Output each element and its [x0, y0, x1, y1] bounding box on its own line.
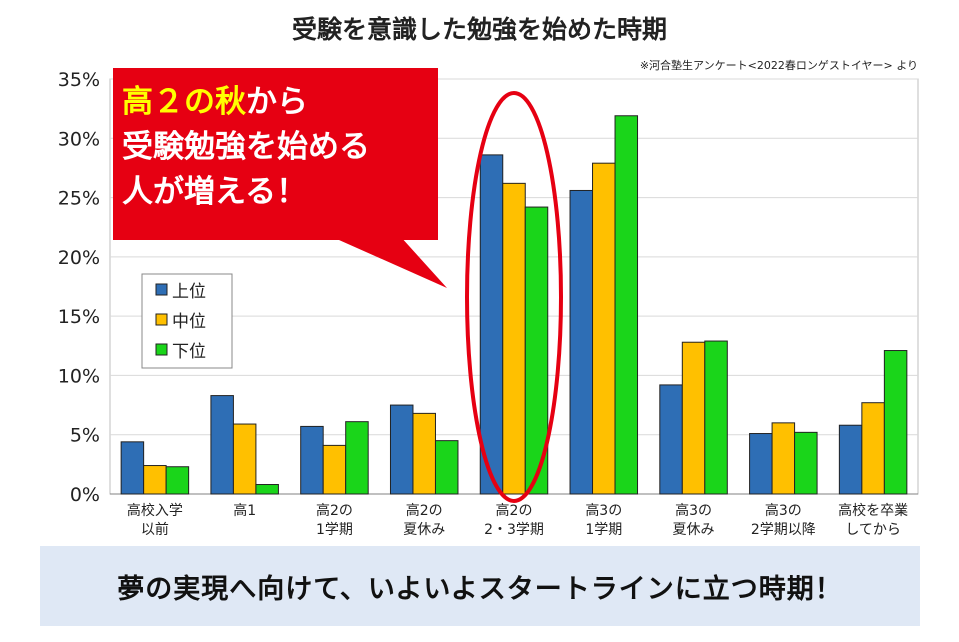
legend-label: 上位: [172, 282, 206, 302]
chart-title: 受験を意識した勉強を始めた時期: [291, 15, 667, 44]
bar: [412, 412, 436, 495]
x-tick-label: 2・3学期: [484, 522, 544, 538]
x-tick-label: 高3の: [675, 502, 712, 519]
bar: [524, 206, 549, 495]
callout-line-3: 人が増える！: [122, 174, 307, 210]
bar: [165, 466, 190, 495]
x-tick-label: 高3の: [585, 502, 622, 519]
bar: [389, 404, 414, 495]
x-tick-label: 高校入学: [127, 502, 183, 519]
bar: [883, 350, 908, 495]
callout-box: 高２の秋から 受験勉強を始める 人が増える！: [113, 68, 447, 288]
callout-line-1: 高２の秋から: [122, 84, 308, 120]
bar: [749, 433, 773, 495]
legend-label: 中位: [172, 312, 206, 332]
bar: [255, 484, 279, 495]
x-tick-label: 夏休み: [403, 522, 445, 538]
bar: [300, 425, 324, 495]
bar: [794, 431, 818, 495]
legend-swatch: [155, 283, 168, 296]
bar: [232, 423, 257, 495]
source-note: ※河合塾生アンケート<2022春ロンゲストイヤー> より: [640, 58, 918, 72]
x-tick-label: 高2の: [406, 502, 443, 519]
bar: [502, 182, 526, 495]
x-tick-label: 1学期: [316, 522, 353, 538]
x-tick-label: 高2の: [496, 502, 533, 519]
highlight-ellipse: [465, 91, 563, 503]
callout-rect: [113, 68, 438, 240]
bar: [704, 340, 728, 495]
y-tick-label: 30%: [58, 128, 100, 150]
y-tick-label: 25%: [58, 188, 100, 210]
bar: [210, 395, 234, 495]
legend-swatch: [155, 313, 168, 326]
bar: [345, 421, 369, 495]
x-tick-label: 1学期: [585, 522, 622, 538]
callout-highlight: 高２の秋: [122, 84, 246, 120]
y-tick-label: 5%: [70, 425, 100, 447]
x-tick-label: 以前: [141, 521, 169, 538]
bar: [838, 424, 863, 495]
bar: [120, 441, 145, 495]
x-tick-label: してから: [845, 522, 901, 538]
bar: [143, 465, 167, 495]
y-tick-label: 15%: [58, 306, 100, 328]
bar: [322, 444, 347, 495]
legend-label: 下位: [172, 342, 206, 362]
bar: [569, 189, 594, 495]
banner-text: 夢の実現へ向けて、いよいよスタートラインに立つ時期！: [117, 573, 843, 605]
x-tick-label: 高2の: [316, 502, 353, 519]
x-tick-label: 高1: [233, 502, 256, 519]
bar: [861, 402, 885, 495]
bar: [659, 384, 683, 495]
y-tick-label: 35%: [58, 69, 100, 91]
legend-swatch: [155, 343, 168, 356]
x-tick-label: 2学期以降: [751, 522, 816, 538]
bars: [120, 115, 908, 495]
bar: [681, 341, 706, 495]
y-tick-label: 0%: [70, 484, 100, 506]
y-tick-labels: 0% 5% 10% 15% 20% 25% 30% 35%: [58, 69, 100, 506]
bar: [592, 162, 616, 495]
y-tick-label: 20%: [58, 247, 100, 269]
x-tick-label: 夏休み: [673, 522, 715, 538]
bottom-banner: 夢の実現へ向けて、いよいよスタートラインに立つ時期！: [40, 546, 920, 626]
callout-line-2: 受験勉強を始める: [122, 129, 370, 165]
bar: [614, 115, 639, 495]
bar: [434, 440, 459, 495]
bar: [771, 422, 796, 495]
bar: [479, 154, 504, 495]
callout-pointer: [330, 236, 447, 288]
x-tick-label: 高3の: [765, 502, 802, 519]
y-tick-label: 10%: [58, 365, 100, 387]
callout-line-1-rest: から: [246, 84, 308, 120]
x-tick-label: 高校を卒業: [838, 502, 908, 519]
